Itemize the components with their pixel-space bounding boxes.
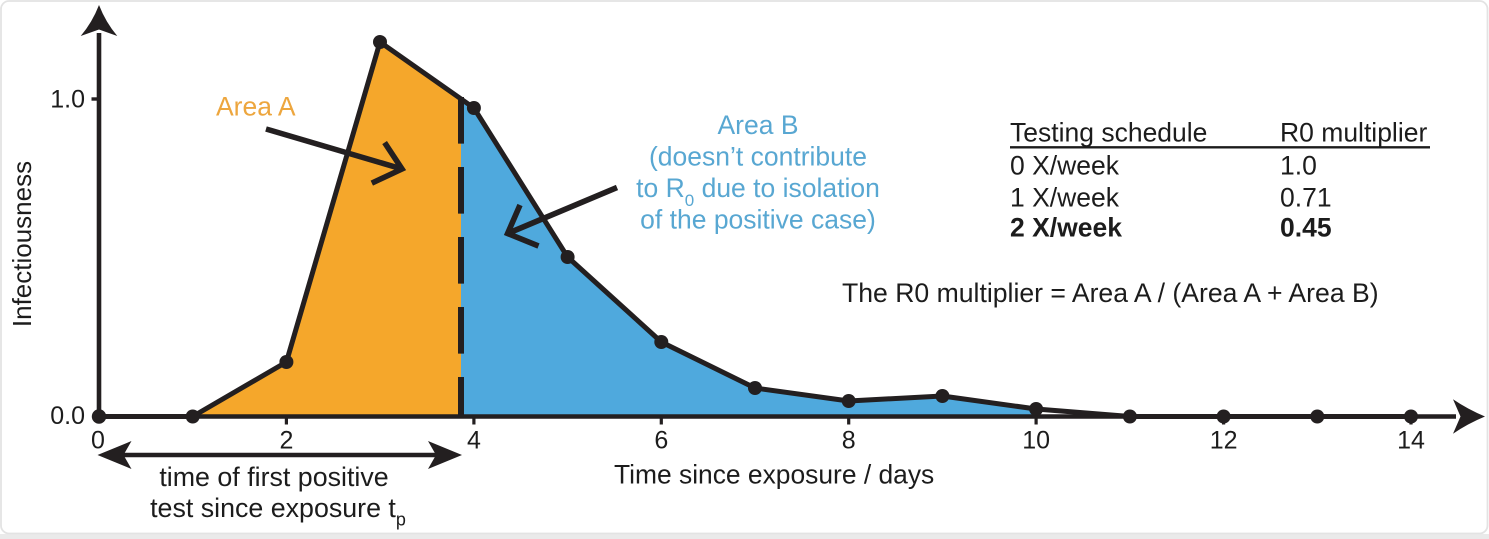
svg-text:0.0: 0.0 [50, 402, 85, 430]
svg-text:0 X/week: 0 X/week [1010, 151, 1120, 181]
svg-text:Area B: Area B [717, 110, 798, 140]
svg-text:10: 10 [1022, 427, 1050, 455]
svg-text:6: 6 [654, 427, 668, 455]
svg-text:The R0 multiplier = Area A / (: The R0 multiplier = Area A / (Area A + A… [842, 278, 1379, 308]
svg-text:Testing schedule: Testing schedule [1010, 118, 1207, 148]
svg-text:(doesn’t contribute: (doesn’t contribute [649, 142, 867, 172]
svg-text:12: 12 [1210, 427, 1238, 455]
svg-text:Area A: Area A [216, 92, 296, 122]
svg-text:4: 4 [467, 427, 481, 455]
svg-text:8: 8 [842, 427, 856, 455]
svg-text:Time since exposure / days: Time since exposure / days [614, 460, 934, 490]
svg-text:Infectiousness: Infectiousness [7, 161, 37, 327]
svg-text:R0 multiplier: R0 multiplier [1280, 118, 1427, 148]
svg-text:of the positive case): of the positive case) [640, 205, 876, 235]
svg-text:1 X/week: 1 X/week [1010, 183, 1120, 213]
svg-text:1.0: 1.0 [1280, 151, 1317, 181]
svg-text:time of first positive: time of first positive [159, 462, 388, 492]
svg-text:2 X/week: 2 X/week [1010, 213, 1122, 243]
svg-text:0: 0 [91, 427, 105, 455]
svg-text:14: 14 [1397, 427, 1425, 455]
svg-text:0.71: 0.71 [1280, 183, 1332, 213]
svg-text:1.0: 1.0 [50, 86, 85, 114]
svg-text:0.45: 0.45 [1280, 213, 1332, 243]
svg-text:2: 2 [279, 427, 293, 455]
